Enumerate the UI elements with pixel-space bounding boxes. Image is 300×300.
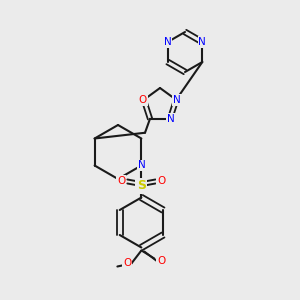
Text: O: O <box>123 257 131 268</box>
Text: N: N <box>164 37 172 47</box>
Text: N: N <box>137 160 145 170</box>
Text: N: N <box>173 95 181 105</box>
Text: O: O <box>139 95 147 105</box>
Text: O: O <box>157 256 166 266</box>
Text: S: S <box>137 179 146 192</box>
Text: O: O <box>157 176 166 185</box>
Text: N: N <box>198 37 206 47</box>
Text: N: N <box>167 114 175 124</box>
Text: O: O <box>117 176 125 185</box>
